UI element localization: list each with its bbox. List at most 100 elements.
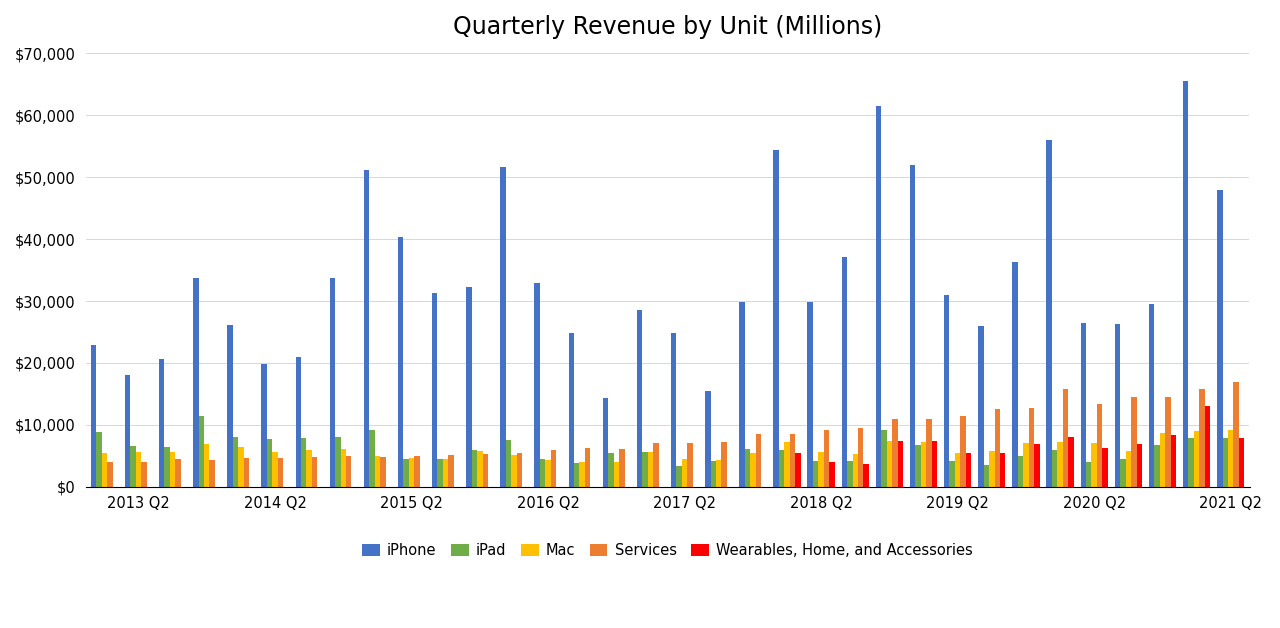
Bar [193, 278, 198, 487]
Bar [983, 465, 989, 487]
Bar [1234, 382, 1239, 487]
Bar [1183, 80, 1188, 487]
Bar [408, 458, 415, 487]
Bar [960, 416, 966, 487]
Bar [818, 452, 824, 487]
Bar [653, 443, 659, 487]
Bar [887, 441, 892, 487]
Bar [228, 325, 233, 487]
Bar [773, 150, 778, 487]
Bar [608, 453, 613, 487]
Bar [722, 441, 727, 487]
Bar [1155, 445, 1160, 487]
Bar [755, 435, 762, 487]
Bar [443, 458, 448, 487]
Bar [1052, 450, 1057, 487]
Bar [91, 345, 96, 487]
Bar [1085, 462, 1092, 487]
Bar [273, 452, 278, 487]
Bar [876, 106, 881, 487]
Bar [1080, 323, 1085, 487]
Bar [637, 310, 643, 487]
Bar [477, 452, 483, 487]
Bar [340, 449, 346, 487]
Bar [824, 430, 829, 487]
Bar [643, 452, 648, 487]
Bar [210, 460, 215, 487]
Bar [398, 237, 403, 487]
Bar [141, 462, 147, 487]
Bar [1125, 451, 1132, 487]
Bar [1222, 438, 1228, 487]
Bar [1194, 431, 1199, 487]
Bar [785, 442, 790, 487]
Bar [978, 326, 983, 487]
Bar [910, 165, 915, 487]
Bar [808, 301, 813, 487]
Bar [847, 462, 852, 487]
Bar [852, 454, 858, 487]
Bar [198, 416, 204, 487]
Bar [716, 460, 722, 487]
Bar [535, 283, 540, 487]
Bar [375, 456, 380, 487]
Bar [204, 445, 210, 487]
Bar [306, 450, 312, 487]
Bar [517, 453, 522, 487]
Bar [312, 457, 317, 487]
Bar [648, 452, 653, 487]
Bar [1092, 443, 1097, 487]
Title: Quarterly Revenue by Unit (Millions): Quarterly Revenue by Unit (Millions) [453, 15, 882, 39]
Bar [506, 440, 511, 487]
Bar [1204, 406, 1211, 487]
Bar [864, 463, 869, 487]
Bar [995, 409, 1000, 487]
Bar [278, 458, 283, 487]
Bar [380, 457, 385, 487]
Bar [131, 446, 136, 487]
Bar [568, 333, 573, 487]
Bar [1023, 443, 1029, 487]
Bar [892, 420, 897, 487]
Bar [932, 441, 937, 487]
Bar [550, 450, 557, 487]
Bar [1012, 262, 1018, 487]
Bar [438, 459, 443, 487]
Bar [1057, 442, 1062, 487]
Bar [125, 375, 131, 487]
Bar [966, 453, 972, 487]
Bar [238, 447, 243, 487]
Bar [540, 460, 545, 487]
Bar [108, 462, 113, 487]
Bar [795, 453, 801, 487]
Bar [881, 430, 887, 487]
Bar [164, 447, 170, 487]
Bar [136, 452, 141, 487]
Bar [330, 278, 335, 487]
Bar [170, 452, 175, 487]
Bar [483, 453, 488, 487]
Bar [159, 359, 164, 487]
Bar [364, 170, 369, 487]
Bar [750, 453, 755, 487]
Bar [1149, 303, 1155, 487]
Bar [920, 442, 927, 487]
Bar [676, 466, 682, 487]
Bar [433, 293, 438, 487]
Bar [1062, 389, 1069, 487]
Bar [1069, 437, 1074, 487]
Bar [705, 391, 710, 487]
Bar [745, 450, 750, 487]
Bar [682, 459, 687, 487]
Bar [1132, 397, 1137, 487]
Bar [1034, 445, 1039, 487]
Bar [1171, 435, 1176, 487]
Bar [96, 432, 101, 487]
Bar [945, 295, 950, 487]
Bar [403, 458, 408, 487]
Bar [790, 435, 795, 487]
Bar [1120, 459, 1125, 487]
Bar [842, 257, 847, 487]
Bar [813, 462, 818, 487]
Bar [1029, 408, 1034, 487]
